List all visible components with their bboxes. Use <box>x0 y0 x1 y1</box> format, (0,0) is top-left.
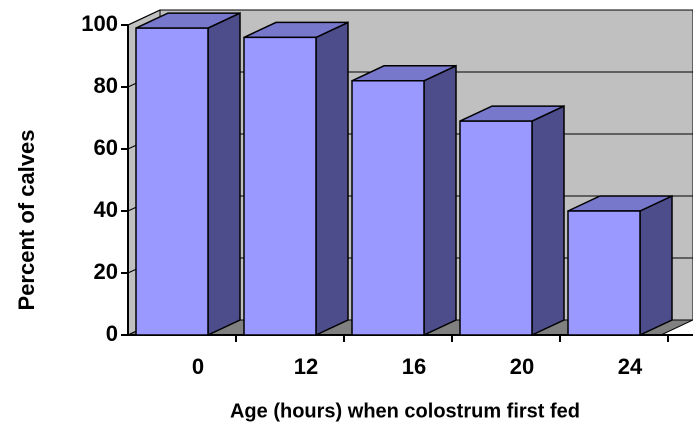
bar-side <box>531 104 565 337</box>
bar-front <box>135 27 209 336</box>
grid-line <box>127 9 693 26</box>
x-tick-label: 24 <box>618 354 643 379</box>
bar-side <box>207 11 241 337</box>
x-axis-title: Age (hours) when colostrum first fed <box>230 400 580 422</box>
bar-side <box>315 21 349 337</box>
bar-side <box>423 64 457 337</box>
bar <box>567 194 673 337</box>
x-tick-label: 16 <box>402 354 426 379</box>
bar <box>459 104 565 337</box>
bar <box>135 11 241 337</box>
y-axis-title: Percent of calves <box>14 130 39 311</box>
x-tick-label: 12 <box>294 354 318 379</box>
x-tick-label: 0 <box>192 354 204 379</box>
bar-front <box>459 120 533 336</box>
y-tick-label: 40 <box>94 197 118 222</box>
y-tick-label: 0 <box>106 321 118 346</box>
bar-front <box>351 80 425 336</box>
bar <box>243 21 349 337</box>
y-tick-label: 20 <box>94 259 118 284</box>
x-tick-label: 20 <box>510 354 534 379</box>
y-tick-label: 60 <box>94 135 118 160</box>
y-tick-label: 80 <box>94 73 118 98</box>
bar-side <box>639 194 673 337</box>
bar <box>351 64 457 337</box>
y-tick-label: 100 <box>81 11 118 36</box>
bar-front <box>567 210 641 336</box>
bar-front <box>243 36 317 336</box>
